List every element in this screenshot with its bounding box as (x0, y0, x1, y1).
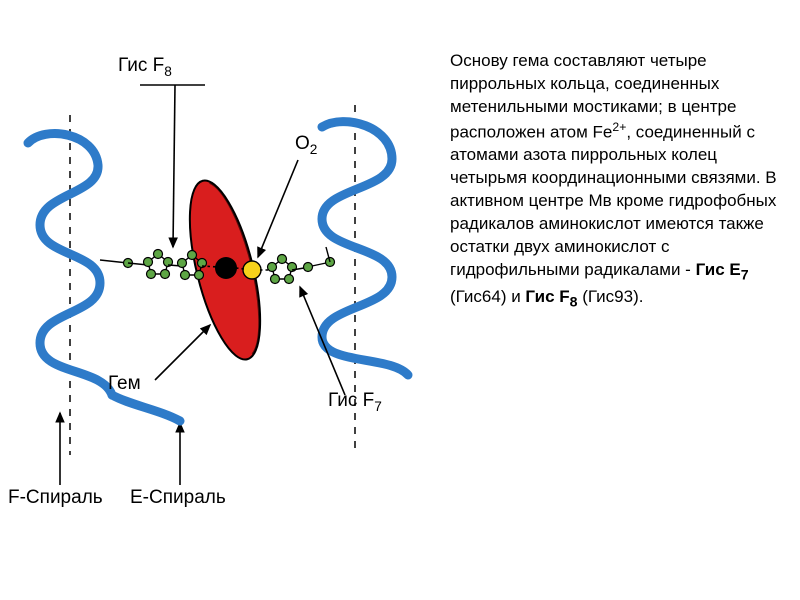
heme-diagram: Гис F8 O2 Гем Гис F7 F-Спираль E-Спираль (0, 25, 430, 525)
e-helix (322, 122, 408, 375)
his-f7-chain (268, 247, 335, 284)
label-his-f7: Гис F7 (328, 390, 382, 414)
arrow-his-f8 (173, 85, 175, 247)
label-o2: O2 (295, 133, 317, 157)
label-heme: Гем (108, 373, 141, 395)
label-f-spiral: F-Спираль (8, 487, 103, 509)
label-e-spiral: E-Спираль (130, 487, 226, 509)
arrow-his-f7 (300, 287, 345, 395)
description-text: Основу гема составляют четыре пиррольных… (450, 50, 780, 312)
arrow-o2 (258, 160, 298, 257)
arrow-heme (155, 325, 210, 380)
helix-connector (112, 395, 180, 421)
fe-atom (215, 257, 237, 279)
o2-atom (243, 261, 261, 279)
label-his-f8: Гис F8 (118, 55, 172, 79)
